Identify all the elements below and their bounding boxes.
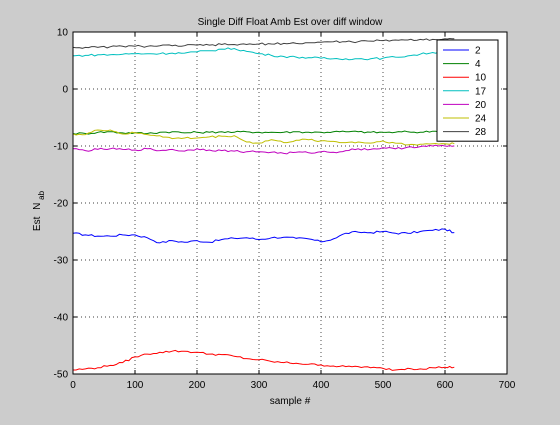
x-tick-label: 300 [251, 380, 268, 391]
y-tick-label: -20 [54, 199, 69, 210]
y-tick-label: -50 [54, 370, 69, 381]
y-axis-label-sub: ab [37, 190, 46, 199]
legend-label-24: 24 [475, 114, 487, 125]
x-tick-label: 100 [127, 380, 144, 391]
legend-label-4: 4 [475, 59, 481, 70]
chart-title: Single Diff Float Amb Est over diff wind… [198, 17, 383, 28]
x-tick-label: 500 [375, 380, 392, 391]
y-tick-label: -40 [54, 313, 69, 324]
y-tick-label: -10 [54, 142, 69, 153]
legend-label-20: 20 [475, 100, 487, 111]
y-axis-label-mid: N [32, 203, 43, 210]
series-line-20 [72, 144, 455, 155]
legend-label-17: 17 [475, 86, 487, 97]
series-line-2 [72, 228, 455, 244]
y-axis-label: Est N ab [32, 190, 46, 231]
x-tick-label: 200 [189, 380, 206, 391]
series-layer [72, 37, 455, 371]
y-tick-label: 0 [62, 85, 68, 96]
series-line-4 [72, 130, 455, 135]
y-tick-label: 10 [57, 28, 69, 39]
series-line-28 [72, 37, 455, 49]
legend-label-28: 28 [475, 127, 487, 138]
series-line-10 [73, 349, 455, 371]
x-tick-label: 0 [70, 380, 76, 391]
grid-lines [73, 32, 507, 374]
y-tick-label: -30 [54, 256, 69, 267]
x-tick-label: 600 [437, 380, 454, 391]
svg-text:Est N ab: Est N ab [32, 190, 46, 231]
x-tick-label: 700 [499, 380, 516, 391]
x-tick-label: 400 [313, 380, 330, 391]
series-line-24 [72, 129, 455, 146]
y-axis-label-main: Est [32, 216, 43, 231]
series-line-17 [72, 47, 455, 61]
x-axis-label: sample # [270, 396, 311, 407]
legend-label-2: 2 [475, 46, 481, 57]
legend-label-10: 10 [475, 73, 487, 84]
